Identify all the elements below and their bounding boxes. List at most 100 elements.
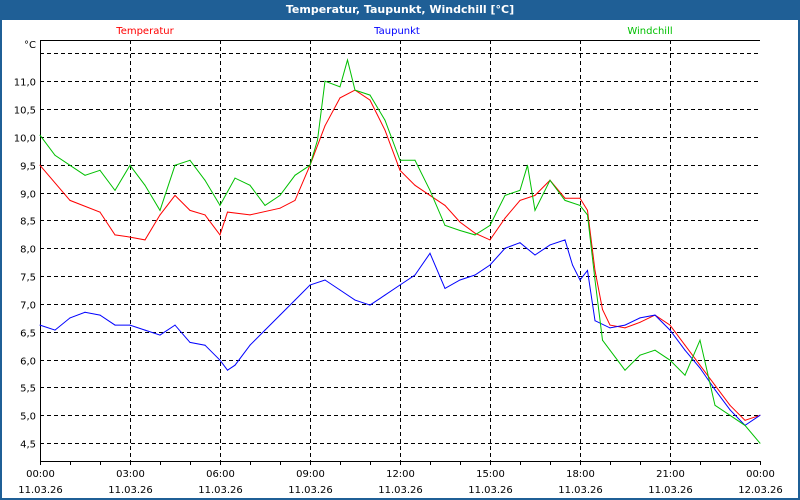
- data-point-taupunkt: [99, 314, 101, 316]
- data-point-windchill: [249, 184, 251, 186]
- x-tick-time: 18:00: [566, 469, 595, 480]
- data-point-windchill: [84, 174, 86, 176]
- data-point-temperatur: [129, 236, 131, 238]
- data-point-taupunkt: [204, 344, 206, 346]
- data-point-windchill: [714, 404, 716, 406]
- legend-entry-taupunkt: Taupunkt: [373, 26, 420, 37]
- window-title: Temperatur, Taupunkt, Windchill [°C]: [0, 0, 800, 20]
- data-point-temperatur: [39, 164, 41, 166]
- legend: Temperatur Taupunkt Windchill: [115, 26, 672, 37]
- data-point-temperatur: [744, 419, 746, 421]
- data-point-windchill: [219, 204, 221, 206]
- data-point-taupunkt: [587, 270, 588, 271]
- data-point-temperatur: [249, 214, 251, 216]
- data-point-temperatur: [159, 214, 161, 216]
- data-point-taupunkt: [234, 364, 236, 366]
- data-point-windchill: [624, 369, 626, 371]
- data-point-taupunkt: [189, 341, 191, 343]
- data-point-windchill: [759, 442, 761, 444]
- data-point-temperatur: [594, 270, 596, 271]
- data-point-windchill: [279, 194, 281, 196]
- data-point-windchill: [129, 164, 131, 166]
- data-point-taupunkt: [504, 247, 506, 249]
- data-point-taupunkt: [339, 289, 341, 291]
- data-point-temperatur: [459, 221, 461, 223]
- axes: [40, 40, 761, 465]
- data-point-windchill: [654, 349, 656, 351]
- data-point-windchill: [639, 354, 641, 356]
- data-point-windchill: [459, 230, 461, 231]
- data-point-windchill: [444, 224, 446, 226]
- data-point-windchill: [534, 209, 536, 211]
- data-point-temperatur: [519, 199, 521, 201]
- x-tick-date: 11.03.26: [378, 485, 423, 496]
- data-point-temperatur: [414, 184, 416, 186]
- data-point-windchill: [527, 164, 528, 166]
- data-point-taupunkt: [294, 299, 296, 301]
- data-point-windchill: [294, 174, 296, 176]
- data-point-taupunkt: [279, 314, 281, 316]
- data-point-windchill: [549, 179, 551, 181]
- y-axis-unit: °C: [24, 40, 36, 51]
- data-point-windchill: [174, 164, 176, 166]
- data-point-taupunkt: [174, 324, 176, 326]
- x-tick-time: 21:00: [656, 469, 685, 480]
- data-point-taupunkt: [444, 287, 446, 289]
- data-point-windchill: [669, 359, 671, 361]
- data-point-taupunkt: [669, 329, 671, 331]
- data-point-taupunkt: [159, 334, 161, 336]
- data-point-windchill: [699, 339, 701, 341]
- y-tick-label: 8,0: [20, 245, 36, 256]
- data-point-taupunkt: [309, 284, 311, 286]
- data-point-windchill: [429, 189, 431, 191]
- x-tick-time: 03:00: [116, 469, 145, 480]
- x-tick-time: 00:00: [26, 469, 55, 480]
- data-point-windchill: [317, 139, 318, 141]
- y-tick-label: 8,5: [20, 217, 36, 228]
- data-point-temperatur: [504, 217, 506, 219]
- data-point-temperatur: [69, 199, 71, 201]
- data-point-windchill: [489, 224, 491, 226]
- data-point-windchill: [684, 374, 686, 376]
- series-line-temperatur: [39, 89, 761, 421]
- data-point-taupunkt: [624, 324, 626, 326]
- data-point-taupunkt: [534, 254, 536, 256]
- y-tick-label: 6,0: [20, 357, 36, 368]
- data-point-temperatur: [204, 214, 206, 216]
- data-point-taupunkt: [549, 244, 551, 246]
- data-point-temperatur: [669, 324, 671, 326]
- legend-entry-temperatur: Temperatur: [115, 26, 174, 37]
- data-point-windchill: [39, 134, 41, 136]
- data-point-taupunkt: [129, 324, 131, 326]
- data-point-windchill: [594, 279, 596, 281]
- data-point-windchill: [399, 159, 401, 161]
- data-point-taupunkt: [69, 317, 71, 319]
- data-point-temperatur: [579, 197, 581, 199]
- data-point-taupunkt: [654, 314, 656, 316]
- data-point-taupunkt: [579, 279, 581, 281]
- data-point-taupunkt: [759, 414, 761, 416]
- data-point-taupunkt: [489, 264, 491, 266]
- x-tick-date: 11.03.26: [558, 485, 603, 496]
- data-point-windchill: [144, 184, 146, 186]
- y-tick-label: 7,5: [20, 273, 36, 284]
- data-point-windchill: [309, 164, 311, 166]
- data-point-windchill: [564, 199, 566, 201]
- data-point-windchill: [234, 177, 236, 179]
- data-point-windchill: [159, 209, 161, 211]
- data-point-windchill: [384, 119, 386, 121]
- data-point-taupunkt: [564, 239, 566, 241]
- x-tick-date: 11.03.26: [288, 485, 333, 496]
- data-point-taupunkt: [144, 329, 146, 331]
- legend-entry-windchill: Windchill: [627, 26, 672, 37]
- y-tick-label: 6,5: [20, 329, 36, 340]
- y-tick-label: 10,0: [14, 134, 36, 145]
- data-point-taupunkt: [227, 369, 228, 371]
- data-point-temperatur: [144, 239, 146, 241]
- data-point-taupunkt: [684, 349, 686, 351]
- y-tick-label: 11,0: [14, 78, 36, 89]
- data-point-temperatur: [474, 232, 476, 234]
- data-point-windchill: [609, 349, 611, 351]
- data-point-temperatur: [384, 129, 386, 131]
